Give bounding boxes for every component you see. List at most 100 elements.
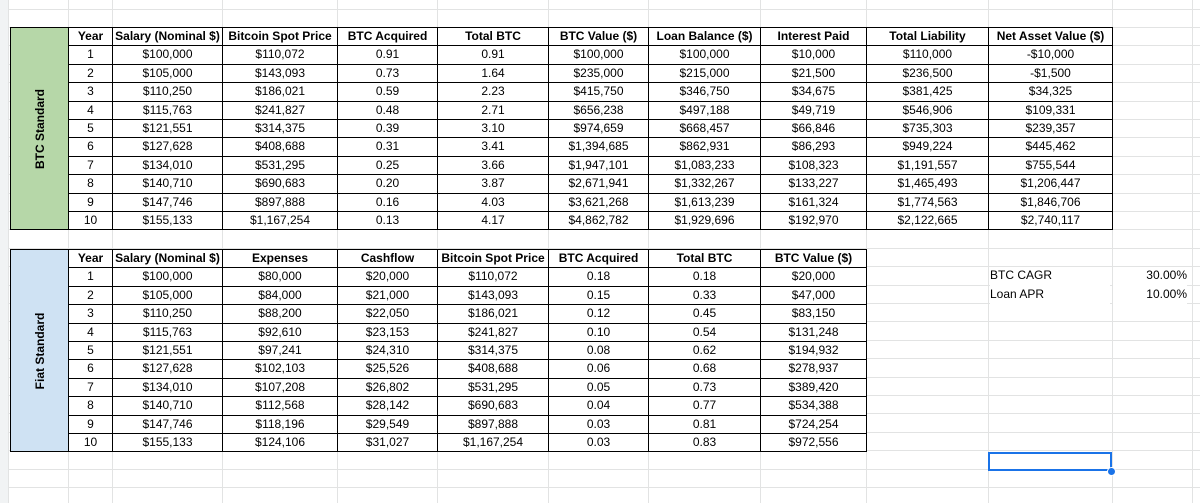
data-cell[interactable]: 6 [68, 359, 113, 379]
data-cell[interactable]: $1,167,254 [222, 211, 338, 231]
data-cell[interactable]: $83,150 [760, 304, 867, 324]
data-cell[interactable]: $88,200 [222, 304, 338, 324]
header-cell[interactable]: BTC Value ($) [548, 27, 649, 47]
data-cell[interactable]: $110,072 [437, 267, 549, 287]
data-cell[interactable]: 3 [68, 304, 113, 324]
data-cell[interactable]: $215,000 [648, 63, 761, 84]
data-cell[interactable]: 0.54 [648, 322, 761, 342]
data-cell[interactable]: $24,310 [337, 341, 438, 361]
data-cell[interactable]: $23,153 [337, 322, 438, 342]
data-cell[interactable]: $897,888 [437, 414, 549, 434]
data-cell[interactable]: $735,303 [866, 119, 989, 139]
data-cell[interactable]: 0.77 [648, 396, 761, 416]
header-cell[interactable]: Bitcoin Spot Price [437, 249, 549, 269]
data-cell[interactable]: 2.23 [437, 82, 549, 102]
data-cell[interactable]: 0.18 [648, 267, 761, 287]
data-cell[interactable]: $690,683 [437, 396, 549, 416]
data-cell[interactable]: 0.12 [548, 304, 649, 324]
data-cell[interactable]: 8 [68, 174, 113, 194]
data-cell[interactable]: $531,295 [437, 377, 549, 398]
data-cell[interactable]: 4.17 [437, 211, 549, 231]
data-cell[interactable]: $1,167,254 [437, 433, 549, 453]
setting-label[interactable]: Loan APR [990, 285, 1110, 305]
data-cell[interactable]: 1 [68, 45, 113, 65]
data-cell[interactable]: 0.18 [548, 267, 649, 287]
data-cell[interactable]: $47,000 [760, 285, 867, 306]
data-cell[interactable]: 0.31 [337, 137, 438, 157]
data-cell[interactable]: $1,191,557 [866, 155, 989, 176]
data-cell[interactable]: $3,621,268 [548, 192, 649, 212]
data-cell[interactable]: $668,457 [648, 119, 761, 139]
data-cell[interactable]: $28,142 [337, 396, 438, 416]
data-cell[interactable]: $143,093 [222, 63, 338, 84]
data-cell[interactable]: 0.04 [548, 396, 649, 416]
data-cell[interactable]: 0.45 [648, 304, 761, 324]
data-cell[interactable]: 2 [68, 63, 113, 84]
data-cell[interactable]: $107,208 [222, 377, 338, 398]
data-cell[interactable]: $755,544 [988, 155, 1113, 176]
data-cell[interactable]: $100,000 [112, 45, 223, 65]
data-cell[interactable]: $100,000 [112, 267, 223, 287]
data-cell[interactable]: $105,000 [112, 63, 223, 84]
data-cell[interactable]: $2,671,941 [548, 174, 649, 194]
data-cell[interactable]: $1,929,696 [648, 211, 761, 231]
data-cell[interactable]: $155,133 [112, 433, 223, 453]
data-cell[interactable]: $278,937 [760, 359, 867, 379]
data-cell[interactable]: $80,000 [222, 267, 338, 287]
data-cell[interactable]: $1,846,706 [988, 192, 1113, 212]
data-cell[interactable]: $140,710 [112, 396, 223, 416]
data-cell[interactable]: 6 [68, 137, 113, 157]
data-cell[interactable]: $29,549 [337, 414, 438, 434]
header-cell[interactable]: Cashflow [337, 249, 438, 269]
data-cell[interactable]: 3.87 [437, 174, 549, 194]
data-cell[interactable]: 7 [68, 377, 113, 398]
data-cell[interactable]: $408,688 [437, 359, 549, 379]
data-cell[interactable]: 2 [68, 285, 113, 306]
data-cell[interactable]: $2,122,665 [866, 211, 989, 231]
data-cell[interactable]: 1 [68, 267, 113, 287]
setting-value[interactable]: 10.00% [1113, 285, 1187, 305]
data-cell[interactable]: $186,021 [437, 304, 549, 324]
data-cell[interactable]: 9 [68, 192, 113, 212]
data-cell[interactable]: $546,906 [866, 100, 989, 120]
data-cell[interactable]: -$10,000 [988, 45, 1113, 65]
data-cell[interactable]: $86,293 [760, 137, 867, 157]
data-cell[interactable]: $690,683 [222, 174, 338, 194]
data-cell[interactable]: $26,802 [337, 377, 438, 398]
data-cell[interactable]: $381,425 [866, 82, 989, 102]
data-cell[interactable]: $134,010 [112, 377, 223, 398]
data-cell[interactable]: $4,862,782 [548, 211, 649, 231]
data-cell[interactable]: $408,688 [222, 137, 338, 157]
data-cell[interactable]: $1,332,267 [648, 174, 761, 194]
data-cell[interactable]: 0.06 [548, 359, 649, 379]
data-cell[interactable]: 1.64 [437, 63, 549, 84]
header-cell[interactable]: Year [68, 249, 113, 269]
data-cell[interactable]: $121,551 [112, 119, 223, 139]
data-cell[interactable]: $100,000 [548, 45, 649, 65]
data-cell[interactable]: $133,227 [760, 174, 867, 194]
header-cell[interactable]: Net Asset Value ($) [988, 27, 1113, 47]
header-cell[interactable]: Loan Balance ($) [648, 27, 761, 47]
data-cell[interactable]: 0.10 [548, 322, 649, 342]
data-cell[interactable]: 0.20 [337, 174, 438, 194]
data-cell[interactable]: 4.03 [437, 192, 549, 212]
data-cell[interactable]: $131,248 [760, 322, 867, 342]
data-cell[interactable]: $314,375 [437, 341, 549, 361]
data-cell[interactable]: 0.33 [648, 285, 761, 306]
data-cell[interactable]: 3.41 [437, 137, 549, 157]
data-cell[interactable]: 8 [68, 396, 113, 416]
header-cell[interactable]: Total BTC [437, 27, 549, 47]
data-cell[interactable]: 0.91 [337, 45, 438, 65]
data-cell[interactable]: $656,238 [548, 100, 649, 120]
data-cell[interactable]: $140,710 [112, 174, 223, 194]
data-cell[interactable]: $110,072 [222, 45, 338, 65]
setting-value[interactable]: 30.00% [1113, 267, 1187, 286]
data-cell[interactable]: $34,325 [988, 82, 1113, 102]
data-cell[interactable]: 0.73 [648, 377, 761, 398]
data-cell[interactable]: 5 [68, 119, 113, 139]
data-cell[interactable]: $20,000 [337, 267, 438, 287]
data-cell[interactable]: 0.48 [337, 100, 438, 120]
data-cell[interactable]: $949,224 [866, 137, 989, 157]
data-cell[interactable]: 0.15 [548, 285, 649, 306]
header-cell[interactable]: BTC Value ($) [760, 249, 867, 269]
